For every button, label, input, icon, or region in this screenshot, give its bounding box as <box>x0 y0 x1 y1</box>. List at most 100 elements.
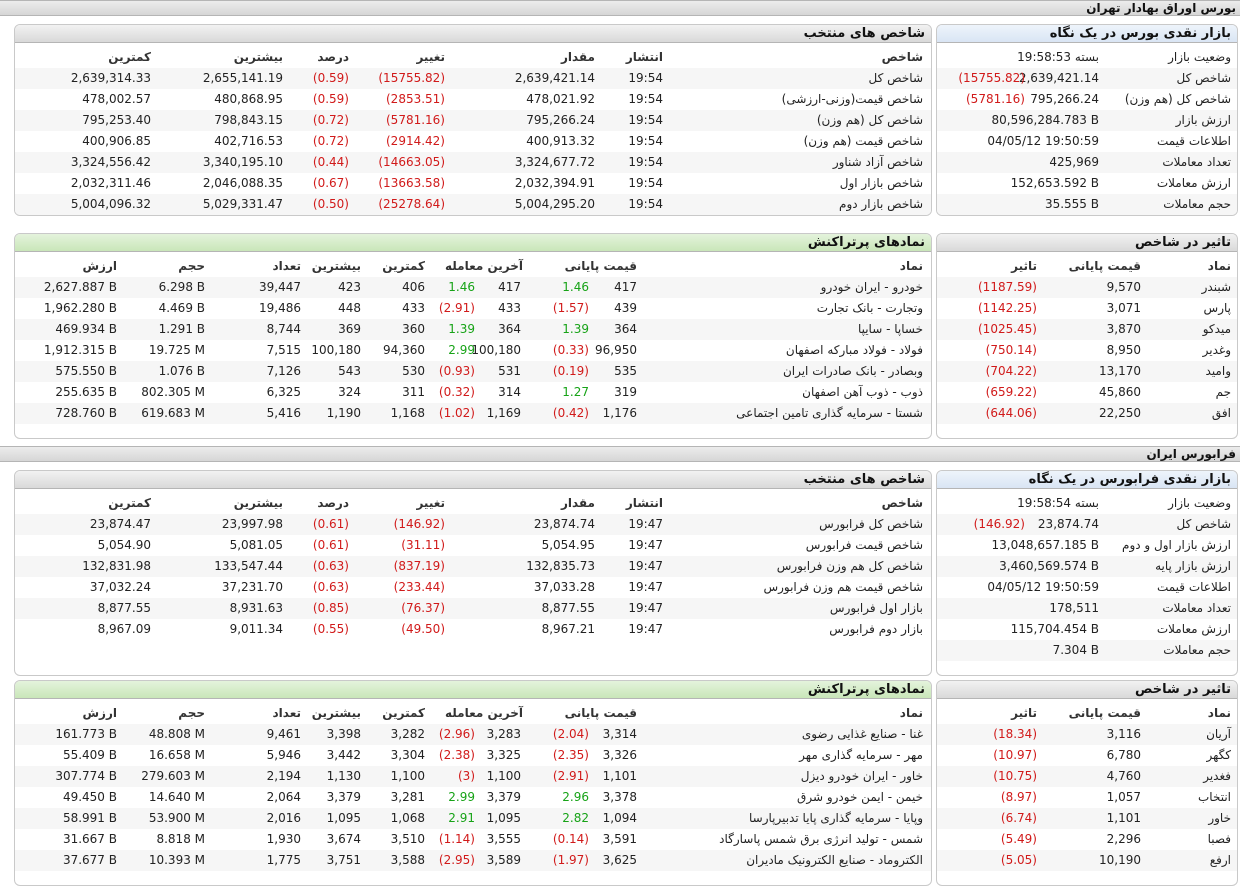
active-last: 417 <box>498 280 521 294</box>
active-row[interactable]: فولاد - فولاد مبارکه اصفهان 96,950 (0.33) 1… <box>15 340 931 361</box>
impact-row[interactable]: خاور 1,101 (6.74) <box>937 808 1237 829</box>
indices-row[interactable]: بازار اول فرابورس 19:47 8,877.55 (76.37) (0.… <box>15 598 931 619</box>
impact-row[interactable]: میدکو 3,870 (1025.45) <box>937 319 1237 340</box>
active-count: 19,486 <box>259 301 301 315</box>
impact-symbol: ارفع <box>1209 853 1231 867</box>
overview-row[interactable]: ارزش بازار اول و دوم 13,048,657.185 B <box>937 535 1237 556</box>
impact-header-effect: تاثیر <box>1011 259 1037 273</box>
active-row[interactable]: شمس - تولید انرژی برق شمس پاسارگاد 3,591 (… <box>15 829 931 850</box>
active-value: 575.550 B <box>55 364 117 378</box>
indices-row[interactable]: شاخص بازار دوم 19:54 5,004,295.20 (25278.64… <box>15 194 931 215</box>
impact-row[interactable]: وغدیر 8,950 (750.14) <box>937 340 1237 361</box>
active-row[interactable]: وتجارت - بانک تجارت 439 (1.57) 433 (2.91) 433… <box>15 298 931 319</box>
indices-change: (15755.82) <box>378 71 445 85</box>
indices-high: 23,997.98 <box>221 517 283 531</box>
active-row[interactable]: خیمن - ایمن خودرو شرق 3,378 2.96 3,379 2.99 3… <box>15 787 931 808</box>
overview-row[interactable]: وضعیت بازار بسته 19:58:54 <box>937 493 1237 514</box>
overview-row[interactable]: ارزش معاملات 152,653.592 B <box>937 173 1237 194</box>
indices-low: 5,004,096.32 <box>70 197 151 211</box>
impact-effect: (1142.25) <box>978 301 1037 315</box>
indices-row[interactable]: شاخص آزاد شناور 19:54 3,324,677.72 (14663.0… <box>15 152 931 173</box>
impact-symbol: میدکو <box>1202 322 1231 336</box>
overview-row[interactable]: ارزش بازار 80,596,284.783 B <box>937 110 1237 131</box>
active-low: 3,304 <box>390 748 425 762</box>
overview-row[interactable]: تعداد معاملات 425,969 <box>937 152 1237 173</box>
overview-row[interactable]: اطلاعات قیمت 04/05/12 19:50:59 <box>937 577 1237 598</box>
indices-header-time: انتشار <box>625 50 663 64</box>
active-low: 433 <box>402 301 425 315</box>
indices-high: 9,011.34 <box>229 622 283 636</box>
active-row[interactable]: مهر - سرمایه گذاری مهر 3,326 (2.35) 3,325 (2… <box>15 745 931 766</box>
overview-row[interactable]: ارزش بازار پایه 3,460,569.574 B <box>937 556 1237 577</box>
active-row[interactable]: خودرو - ایران خودرو 417 1.46 417 1.46 406 423 3… <box>15 277 931 298</box>
active-header-last: آخرین معامله <box>444 259 523 273</box>
overview-value: 13,048,657.185 B <box>991 538 1099 552</box>
active-row[interactable]: وپایا - سرمایه گذاری پایا تدبیرپارسا 1,09… <box>15 808 931 829</box>
indices-row[interactable]: بازار دوم فرابورس 19:47 8,967.21 (49.50) (0.… <box>15 619 931 640</box>
indices-row[interactable]: شاخص قیمت (هم وزن) 19:54 400,913.32 (2914.4… <box>15 131 931 152</box>
active-close: 3,591 <box>602 832 637 846</box>
indices-row[interactable]: شاخص کل هم وزن فرابورس 19:47 132,835.73 (83… <box>15 556 931 577</box>
active-low: 1,068 <box>390 811 425 825</box>
impact-row[interactable]: آریان 3,116 (18.34) <box>937 724 1237 745</box>
indices-change: (76.37) <box>401 601 445 615</box>
indices-row[interactable]: شاخص کل فرابورس 19:47 23,874.74 (146.92) (0.… <box>15 514 931 535</box>
indices-row[interactable]: شاخص قیمت(وزنی-ارزشی) 19:54 478,021.92 (285… <box>15 89 931 110</box>
active-row[interactable]: وبصادر - بانک صادرات ایران 535 (0.19) 531 (0… <box>15 361 931 382</box>
overview-row[interactable]: حجم معاملات 35.555 B <box>937 194 1237 215</box>
overview-row[interactable]: شاخص کل 2,639,421.14 (15755.82) <box>937 68 1237 89</box>
impact-row[interactable]: فغدیر 4,760 (10.75) <box>937 766 1237 787</box>
indices-percent: (0.72) <box>312 134 349 148</box>
overview-row[interactable]: حجم معاملات 7.304 B <box>937 640 1237 661</box>
indices-row[interactable]: شاخص کل (هم وزن) 19:54 795,266.24 (5781.16)… <box>15 110 931 131</box>
active-low: 3,282 <box>390 727 425 741</box>
active-volume: 53.900 M <box>148 811 205 825</box>
indices-time: 19:54 <box>628 71 663 85</box>
fara-impact-title: تاثیر در شاخص <box>937 681 1237 699</box>
overview-row[interactable]: شاخص کل (هم وزن) 795,266.24 (5781.16) <box>937 89 1237 110</box>
impact-row[interactable]: شبندر 9,570 (1187.59) <box>937 277 1237 298</box>
indices-row[interactable]: شاخص بازار اول 19:54 2,032,394.91 (13663.58… <box>15 173 931 194</box>
overview-value: 795,266.24 <box>1030 92 1099 106</box>
indices-row[interactable]: شاخص قیمت فرابورس 19:47 5,054.95 (31.11) (0.… <box>15 535 931 556</box>
impact-row[interactable]: انتخاب 1,057 (8.97) <box>937 787 1237 808</box>
overview-row[interactable]: اطلاعات قیمت 04/05/12 19:50:59 <box>937 131 1237 152</box>
impact-row[interactable]: ارفع 10,190 (5.05) <box>937 850 1237 871</box>
active-header-close: قیمت پایانی <box>564 259 637 273</box>
indices-header-name: شاخص <box>881 50 923 64</box>
overview-row[interactable]: شاخص کل 23,874.74 (146.92) <box>937 514 1237 535</box>
indices-row[interactable]: شاخص قیمت هم وزن فرابورس 19:47 37,033.28 (2… <box>15 577 931 598</box>
overview-value: 178,511 <box>1049 601 1099 615</box>
active-row[interactable]: غنا - صنایع غذایی رضوی 3,314 (2.04) 3,283 (2… <box>15 724 931 745</box>
impact-row[interactable]: فصبا 2,296 (5.49) <box>937 829 1237 850</box>
overview-row[interactable]: تعداد معاملات 178,511 <box>937 598 1237 619</box>
active-close-chg: (0.19) <box>552 364 589 378</box>
impact-row[interactable]: جم 45,860 (659.22) <box>937 382 1237 403</box>
impact-row[interactable]: کگهر 6,780 (10.97) <box>937 745 1237 766</box>
active-symbol: فولاد - فولاد مبارکه اصفهان <box>785 343 923 357</box>
active-row[interactable]: ذوب - ذوب آهن اصفهان 319 1.27 314 (0.32) 311 3… <box>15 382 931 403</box>
indices-value: 37,033.28 <box>533 580 595 594</box>
indices-value: 478,021.92 <box>526 92 595 106</box>
overview-row[interactable]: وضعیت بازار بسته 19:58:53 <box>937 47 1237 68</box>
impact-row[interactable]: پارس 3,071 (1142.25) <box>937 298 1237 319</box>
indices-percent: (0.85) <box>312 601 349 615</box>
active-row[interactable]: خساپا - سایپا 364 1.39 364 1.39 360 369 8,744 1.… <box>15 319 931 340</box>
fara-overview-title: بازار نقدی فرابورس در یک نگاه <box>937 471 1237 489</box>
indices-low: 400,906.85 <box>82 134 151 148</box>
indices-change: (13663.58) <box>378 176 445 190</box>
active-row[interactable]: خاور - ایران خودرو دیزل 1,101 (2.91) 1,100 (… <box>15 766 931 787</box>
active-high: 1,095 <box>326 811 361 825</box>
active-row[interactable]: الکتروماد - صنایع الکترونیک مادیران 3,625… <box>15 850 931 871</box>
overview-row[interactable]: ارزش معاملات 115,704.454 B <box>937 619 1237 640</box>
active-last-chg: 1.46 <box>448 280 475 294</box>
impact-row[interactable]: افق 22,250 (644.06) <box>937 403 1237 424</box>
impact-close: 8,950 <box>1106 343 1141 357</box>
active-last: 3,555 <box>486 832 521 846</box>
active-row[interactable]: شستا - سرمایه گذاری تامین اجتماعی 1,176 (0… <box>15 403 931 424</box>
impact-row[interactable]: وامید 13,170 (704.22) <box>937 361 1237 382</box>
indices-row[interactable]: شاخص کل 19:54 2,639,421.14 (15755.82) (0.59)… <box>15 68 931 89</box>
active-value: 2,627.887 B <box>43 280 117 294</box>
indices-change: (5781.16) <box>386 113 445 127</box>
active-count: 7,515 <box>266 343 301 357</box>
